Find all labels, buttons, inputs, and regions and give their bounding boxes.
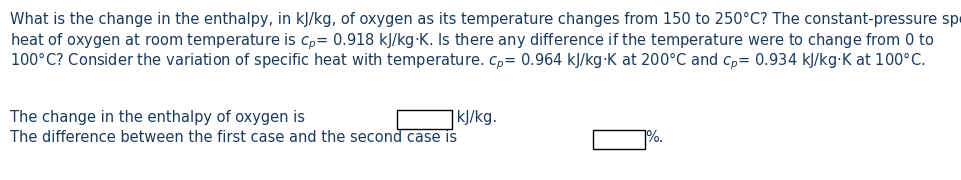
Text: The difference between the first case and the second case is: The difference between the first case an…	[10, 130, 461, 145]
Text: kJ/kg.: kJ/kg.	[452, 110, 497, 125]
Text: %.: %.	[645, 130, 663, 145]
Text: The change in the enthalpy of oxygen is: The change in the enthalpy of oxygen is	[10, 110, 309, 125]
Text: What is the change in the enthalpy, in kJ/kg, of oxygen as its temperature chang: What is the change in the enthalpy, in k…	[10, 12, 961, 27]
Bar	[397, 110, 452, 129]
Bar	[593, 130, 645, 149]
Text: heat of oxygen at room temperature is $c_p$= 0.918 kJ/kg·K. Is there any differe: heat of oxygen at room temperature is $c…	[10, 31, 935, 52]
Text: 100°C? Consider the variation of specific heat with temperature. $c_p$= 0.964 kJ: 100°C? Consider the variation of specifi…	[10, 50, 925, 72]
